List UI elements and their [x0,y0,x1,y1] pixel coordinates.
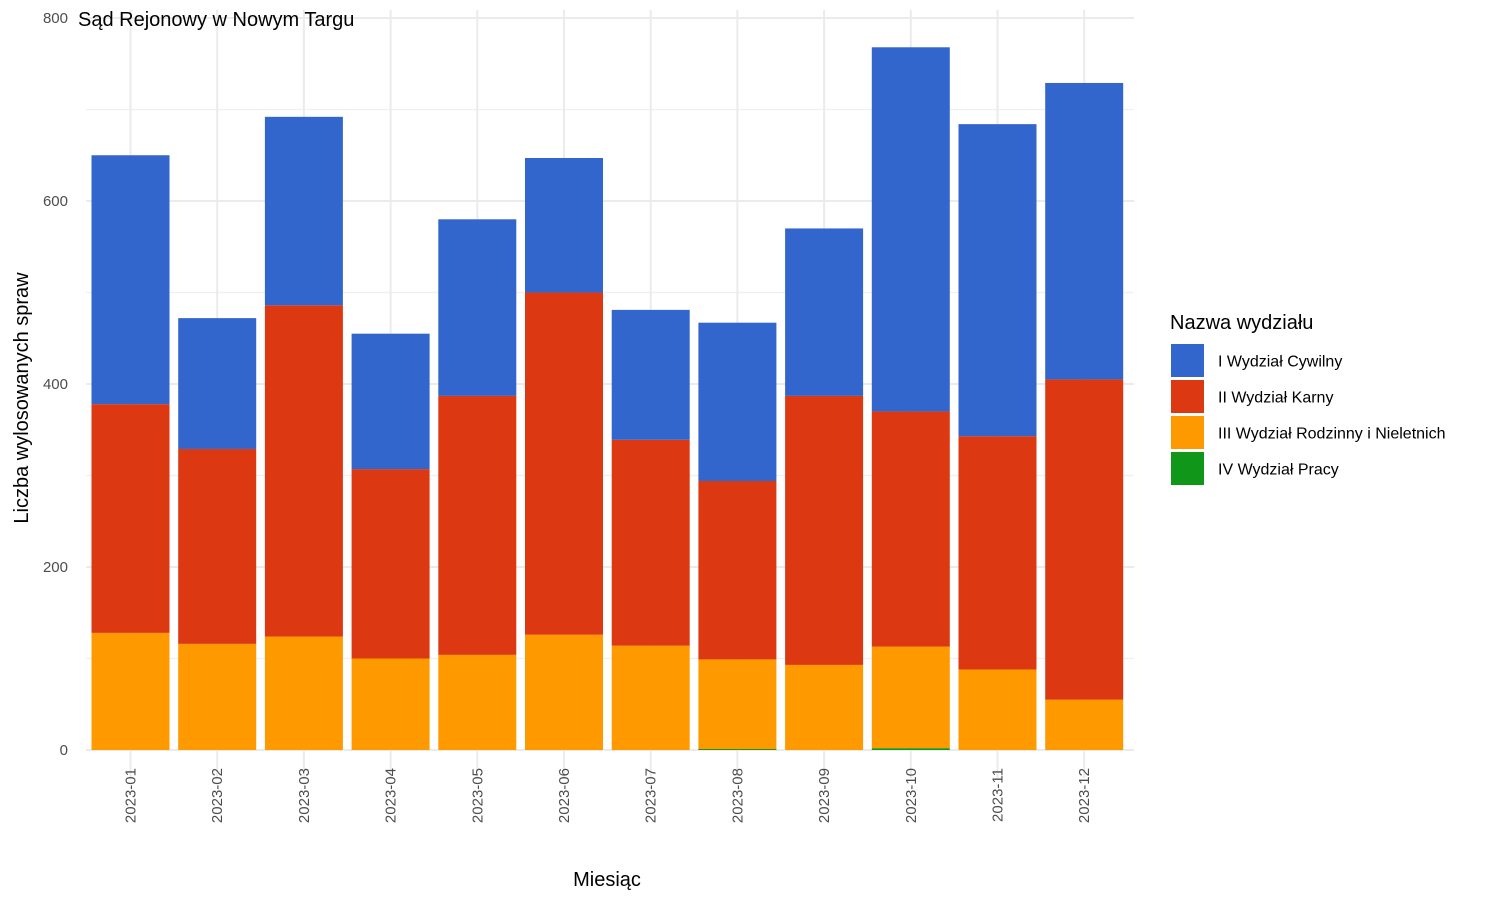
bar-segment [958,124,1037,437]
bar-segment [785,228,864,396]
bar-segment [871,411,950,647]
bar-segment [178,448,257,644]
bar-segment [871,47,950,412]
legend: Nazwa wydziału I Wydział Cywilny II Wydzi… [1170,312,1446,485]
x-tick-label: 2023-06 [556,768,573,823]
x-tick-label: 2023-09 [816,768,833,823]
bar-segment [871,646,950,749]
bar-segment [698,322,777,481]
legend-items: I Wydział Cywilny II Wydział Karny III Wyd… [1171,344,1446,485]
legend-label: I Wydział Cywilny [1218,354,1342,371]
legend-title: Nazwa wydziału [1170,312,1313,334]
y-tick-label: 800 [43,10,68,27]
legend-key [1171,380,1204,413]
x-tick-label: 2023-04 [383,768,400,823]
bar-segment [91,404,170,633]
y-tick-label: 400 [43,376,68,393]
y-axis-title: Liczba wylosowanych spraw [11,272,33,524]
legend-key [1171,416,1204,449]
bar-segment [91,155,170,405]
bar-segment [525,634,603,750]
bar-segment [438,654,517,750]
bar-segment [1045,82,1124,380]
bar-segment [1045,699,1124,750]
x-tick-label: 2023-05 [469,768,486,823]
legend-key [1171,344,1204,377]
x-axis-ticks: 2023-01 2023-02 2023-03 2023-04 2023-05 2023-… [123,768,1094,823]
x-tick-label: 2023-02 [209,768,226,823]
x-tick-label: 2023-07 [643,768,660,823]
x-tick-label: 2023-11 [990,768,1007,822]
legend-label: IV Wydział Pracy [1218,462,1339,479]
legend-key [1171,452,1204,485]
bar-segment [178,643,257,750]
y-tick-label: 0 [60,742,68,759]
bar-segment [958,436,1037,670]
bar-segment [351,658,430,750]
bars-group [91,47,1124,750]
x-tick-label: 2023-08 [729,768,746,823]
bar-segment [264,636,343,750]
bar-segment [438,219,517,396]
bar-segment [785,664,864,750]
bar-segment [611,645,690,750]
chart-title: Sąd Rejonowy w Nowym Targu [78,9,354,31]
bar-segment [264,305,343,637]
bar-segment [698,659,777,750]
bar-segment [438,395,517,655]
x-tick-label: 2023-01 [123,768,140,823]
x-tick-label: 2023-03 [296,768,313,823]
bar-segment [871,748,950,750]
bar-segment [525,157,603,293]
legend-label: III Wydział Rodzinny i Nieletnich [1218,426,1446,443]
bar-segment [178,318,257,449]
bar-segment [785,395,864,665]
bar-segment [91,632,170,750]
x-tick-label: 2023-10 [903,768,920,823]
bar-segment [351,469,430,659]
y-tick-label: 200 [43,559,68,576]
bar-segment [525,292,603,635]
bar-segment [1045,379,1124,700]
bar-segment [611,309,690,440]
bar-segment [698,480,777,660]
bar-segment [264,116,343,306]
bar-segment [958,669,1037,750]
x-tick-label: 2023-12 [1076,768,1093,823]
y-axis-ticks: 0 200 400 600 800 [43,10,68,759]
bar-segment [351,333,430,470]
bar-segment [611,439,690,646]
x-axis-title: Miesiąc [573,869,641,891]
legend-label: II Wydział Karny [1218,390,1333,407]
bar-segment [698,748,777,750]
y-tick-label: 600 [43,193,68,210]
